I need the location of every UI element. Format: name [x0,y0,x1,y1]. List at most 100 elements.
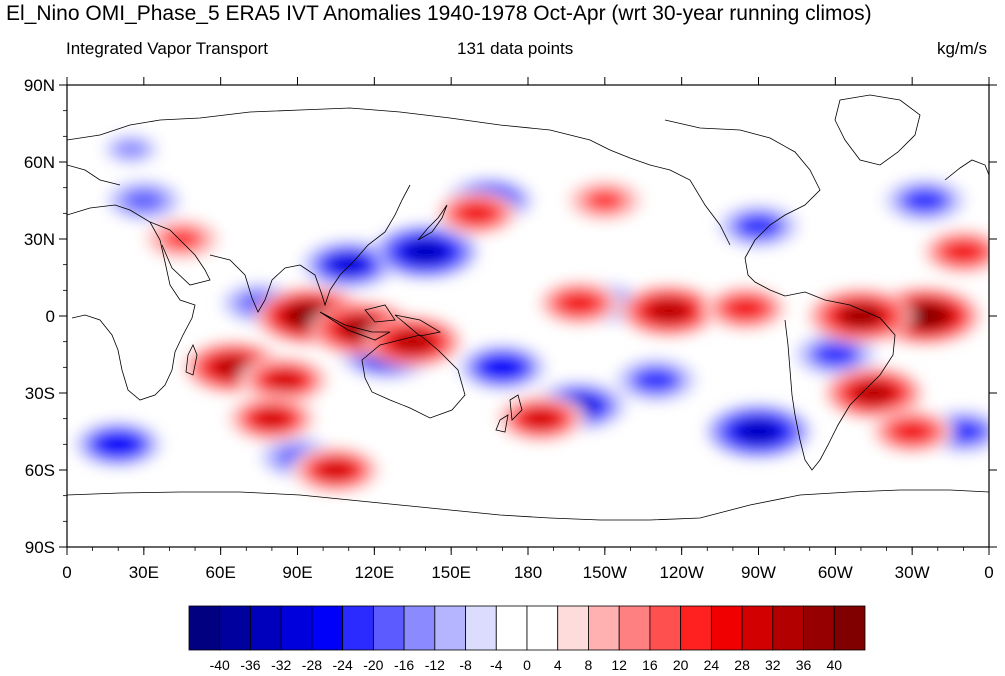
x-tick-label: 0 [62,563,71,582]
anomaly-blob [253,408,291,429]
coastline-australia [361,334,466,419]
y-tick-label: 60S [25,461,55,480]
colorbar-swatch [434,605,466,651]
x-tick-label: 0 [984,563,993,582]
anomaly-blob [853,382,895,404]
axes: 0 30E 60E 90E 120E 150E 180 150W 120W 90W 60W 30W 09… [24,76,997,582]
anomaly-blob [894,422,930,441]
chart-title: El_Nino OMI_Phase_5 ERA5 IVT Anomalies 1… [6,2,872,25]
coastline-eurasia-north [67,107,611,151]
colorbar-swatch [403,605,436,651]
colorbar-swatch [311,605,344,651]
anomaly-blob [648,300,690,322]
anomaly-blob [265,370,304,391]
x-tick-label: 120W [659,563,703,582]
anomaly-blob [328,253,370,276]
colorbar-label: 40 [826,657,842,673]
colorbar-swatch [680,605,712,651]
colorbar-swatch [803,605,835,651]
coastline-greenland [834,94,921,166]
colorbar-swatch [710,605,743,651]
anomaly-blob [945,242,981,262]
coastline-north-america [664,119,821,297]
anomaly-blob [483,357,522,378]
colorbar-label: 12 [611,657,627,673]
units-label: kg/m/s [936,39,987,58]
colorbar-label: 0 [523,657,531,673]
coastline-india [209,254,301,313]
y-tick-label: 90S [25,538,55,557]
colorbar-swatch [618,605,651,651]
anomaly-blob [99,434,138,455]
colorbar-label: -24 [333,657,353,673]
colorbar-swatch [250,605,282,651]
y-tick-label: 0 [46,307,55,326]
colorbar-swatch [188,605,221,651]
anomaly-blob [907,191,943,210]
colorbar-label: -12 [425,657,445,673]
colorbar-label: 24 [704,657,720,673]
anomaly-blob [741,216,776,236]
coastline-indonesia [319,304,442,341]
anomaly-blob [945,422,981,441]
coastline-se-asia [299,184,411,307]
colorbar-swatch [219,605,251,651]
colorbar-label: 8 [585,657,593,673]
colorbar-label: 36 [796,657,812,673]
colorbar-label: -28 [302,657,322,673]
anomaly-blob [127,191,160,210]
anomaly-blob [561,293,597,313]
colorbar-swatch [342,605,374,651]
colorbar-label: -40 [210,657,230,673]
colorbar-label: -32 [271,657,291,673]
y-tick-label: 30N [24,230,55,249]
coastline-arabia [149,221,211,286]
anomaly-blob [638,370,674,390]
coastline-japan [417,204,448,241]
data-count-label: 131 data points [457,39,574,58]
x-tick-label: 180 [514,563,542,582]
coastline-antarctica [67,489,989,521]
anomaly-blob [728,298,764,318]
y-tick-label: 90N [24,76,55,95]
colorbar-swatch [557,605,589,651]
x-tick-label: 150E [431,563,471,582]
colorbar-swatch [465,605,497,651]
colorbar-label: 4 [554,657,562,673]
coastline-madagascar [185,344,198,376]
anomaly-blob [521,408,560,429]
colorbar-swatch [372,605,405,651]
coastline-new-zealand [495,394,523,433]
anomaly-blob [116,141,146,158]
colorbar-swatch [526,605,559,651]
coastline-alaska [609,149,731,246]
x-tick-label: 120E [354,563,394,582]
colorbar-swatch [772,605,804,651]
anomaly-blob [317,459,355,481]
colorbar-swatch [833,605,866,651]
coastline-africa [67,204,196,401]
y-tick-label: 30S [25,384,55,403]
x-tick-label: 150W [583,563,627,582]
anomaly-blob [392,330,434,353]
colorbar-swatch [588,605,620,651]
coastline-europe [67,159,989,186]
x-tick-label: 90W [741,563,776,582]
colorbar-label: 20 [673,657,689,673]
colorbar-swatch [741,605,774,651]
x-tick-label: 90E [282,563,312,582]
colorbar-label: -16 [394,657,414,673]
anomaly-blob [736,420,781,443]
variable-label: Integrated Vapor Transport [66,39,268,58]
x-tick-label: 60E [206,563,236,582]
colorbar-label: 28 [734,657,750,673]
anomaly-blob [459,203,495,223]
anomaly-blob [588,191,621,210]
coastlines [67,94,989,521]
x-tick-label: 30E [129,563,159,582]
colorbar-label: -36 [240,657,260,673]
anomaly-blob [403,240,448,264]
colorbar-swatch [280,605,313,651]
y-tick-label: 60N [24,153,55,172]
